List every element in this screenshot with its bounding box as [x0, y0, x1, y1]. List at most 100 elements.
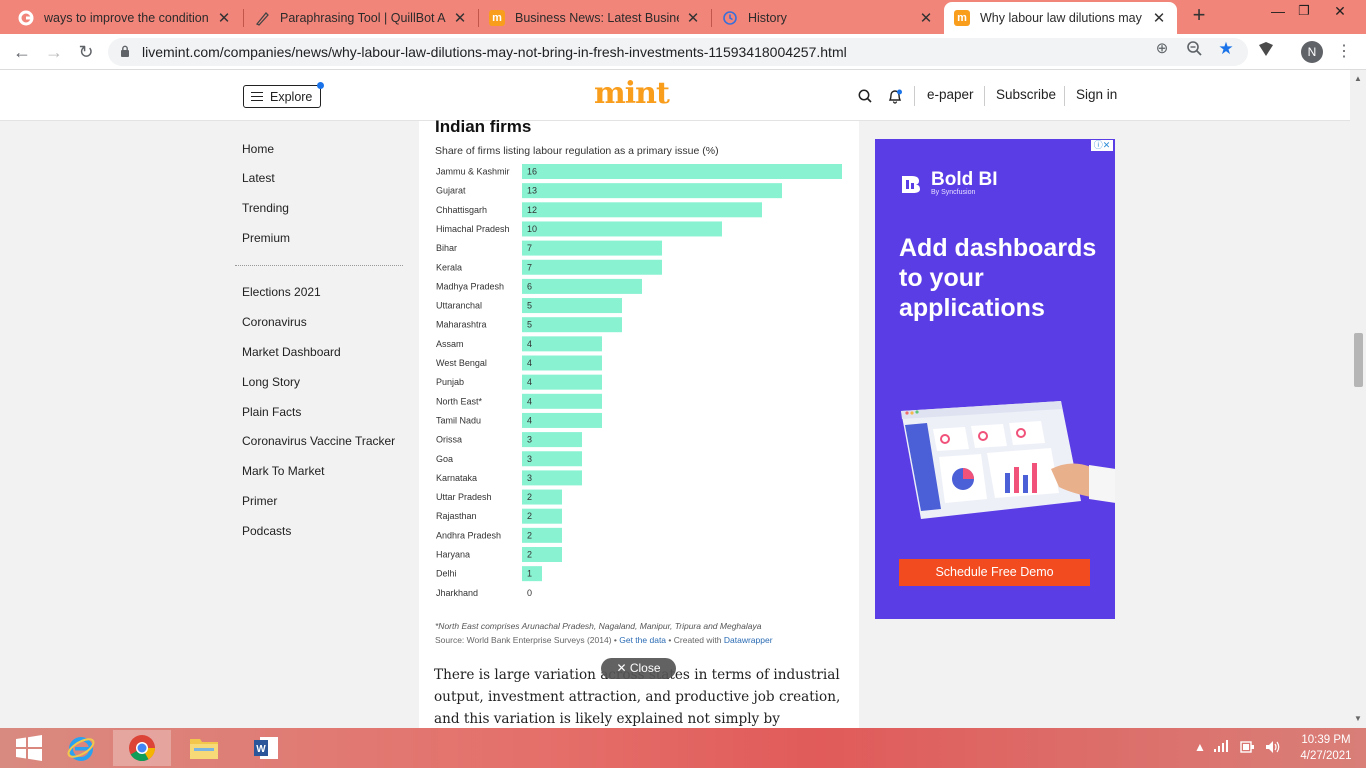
word-taskbar[interactable]: W	[237, 730, 295, 766]
value-label: 4	[527, 396, 532, 406]
category-label: Orissa	[436, 435, 462, 445]
bell-icon[interactable]	[887, 88, 903, 104]
close-icon[interactable]: ✕	[1152, 10, 1166, 27]
nav-item-podcasts[interactable]: Podcasts	[242, 524, 292, 538]
ad-brand: Bold BI By Syncfusion	[899, 170, 998, 196]
close-icon[interactable]: ✕	[919, 10, 933, 27]
get-data-link[interactable]: Get the data	[619, 635, 667, 645]
mint-logo[interactable]: mint	[594, 76, 670, 111]
add-icon[interactable]: ⊕	[1155, 40, 1169, 57]
boldbi-logo-icon	[902, 175, 920, 193]
notification-dot	[317, 82, 324, 89]
value-label: 3	[527, 454, 532, 464]
close-window-button[interactable]: ✕	[1334, 3, 1346, 19]
chart-bar	[522, 547, 562, 562]
nav-item-elections-2021[interactable]: Elections 2021	[242, 285, 321, 299]
file-explorer-taskbar[interactable]	[175, 730, 233, 766]
nav-item-mark-to-market[interactable]: Mark To Market	[242, 464, 325, 478]
value-label: 4	[527, 358, 532, 368]
explore-label: Explore	[270, 89, 313, 104]
category-label: Andhra Pradesh	[436, 530, 501, 540]
system-clock[interactable]: 10:39 PM 4/27/2021	[1296, 732, 1356, 764]
category-label: North East*	[436, 396, 483, 406]
close-icon[interactable]: ✕	[453, 10, 467, 27]
advertisement[interactable]: ⓘ✕ Bold BI By Syncfusion Add dashboards …	[875, 139, 1115, 619]
value-label: 4	[527, 415, 532, 425]
nav-item-plain-facts[interactable]: Plain Facts	[242, 405, 302, 419]
page-scrollbar[interactable]: ▲ ▼	[1350, 70, 1366, 728]
close-icon[interactable]: ✕	[686, 10, 700, 27]
nav-item-long-story[interactable]: Long Story	[242, 375, 301, 389]
category-label: Tamil Nadu	[436, 415, 481, 425]
nav-item-home[interactable]: Home	[242, 142, 275, 156]
tab-quillbot[interactable]: Paraphrasing Tool | QuillBot AI ✕	[244, 2, 478, 34]
zoom-out-icon[interactable]	[1185, 40, 1203, 58]
nav-item-primer[interactable]: Primer	[242, 494, 278, 508]
value-label: 6	[527, 281, 532, 291]
maximize-window-button[interactable]: ❐	[1298, 3, 1310, 18]
tab-title: History	[748, 11, 787, 25]
chrome-icon	[129, 735, 156, 762]
forward-button[interactable]: →	[45, 42, 63, 62]
explore-button[interactable]: Explore	[243, 82, 324, 108]
epaper-link[interactable]: e-paper	[927, 87, 974, 102]
browser-menu-icon[interactable]: ⋮	[1336, 43, 1352, 60]
nav-item-premium[interactable]: Premium	[242, 231, 291, 245]
category-label: Himachal Pradesh	[436, 224, 510, 234]
extension-icon[interactable]	[1257, 40, 1275, 58]
profile-avatar[interactable]: N	[1301, 41, 1323, 63]
new-tab-button[interactable]: +	[1192, 2, 1206, 27]
chart-bar	[522, 355, 602, 371]
datawrapper-link[interactable]: Datawrapper	[723, 635, 773, 645]
nav-item-coronavirus[interactable]: Coronavirus	[242, 315, 307, 329]
close-button[interactable]: ✕ Close	[601, 658, 676, 679]
chrome-taskbar[interactable]	[113, 730, 171, 766]
address-bar[interactable]: livemint.com/companies/news/why-labour-l…	[108, 38, 1248, 66]
tab-google-search[interactable]: ways to improve the condition o ✕	[8, 2, 242, 34]
value-label: 3	[527, 435, 532, 445]
scroll-down-icon[interactable]: ▼	[1354, 714, 1362, 723]
category-label: Uttar Pradesh	[436, 492, 492, 502]
sign-in-link[interactable]: Sign in	[1076, 87, 1118, 102]
back-button[interactable]: ←	[13, 42, 31, 62]
ad-headline: Add dashboards to your applications	[899, 234, 1097, 322]
star-bookmark-icon[interactable]: ★	[1218, 39, 1234, 58]
start-button[interactable]	[0, 730, 58, 766]
created-with-text: • Created with	[668, 635, 722, 645]
category-label: Jammu & Kashmir	[436, 167, 510, 177]
chart-bar	[522, 183, 782, 199]
search-icon[interactable]	[858, 89, 872, 103]
ad-brand-sub: By Syncfusion	[931, 189, 976, 196]
value-label: 0	[527, 588, 532, 598]
value-label: 5	[527, 320, 532, 330]
chart-bar	[522, 566, 542, 582]
reload-button[interactable]: ↻	[78, 42, 94, 62]
battery-icon[interactable]	[1240, 740, 1256, 757]
network-icon[interactable]	[1214, 740, 1230, 755]
scroll-up-icon[interactable]: ▲	[1354, 74, 1362, 83]
category-label: Punjab	[436, 377, 464, 387]
nav-item-vaccine-tracker[interactable]: Coronavirus Vaccine Tracker	[242, 434, 396, 448]
dashboard-illustration	[901, 401, 1115, 519]
chart-bar	[522, 164, 842, 179]
chart-bar	[522, 259, 662, 275]
source-text: Source: World Bank Enterprise Surveys (2…	[435, 635, 617, 645]
minimize-window-button[interactable]: —	[1271, 3, 1285, 19]
nav-item-market-dashboard[interactable]: Market Dashboard	[242, 345, 341, 359]
subscribe-link[interactable]: Subscribe	[996, 87, 1057, 102]
scrollbar-thumb[interactable]	[1354, 333, 1363, 387]
nav-item-trending[interactable]: Trending	[242, 201, 289, 215]
internet-explorer-taskbar[interactable]	[52, 730, 110, 766]
category-label: Madhya Pradesh	[436, 281, 504, 291]
value-label: 2	[527, 492, 532, 502]
ad-info-icon[interactable]: ⓘ✕	[1091, 140, 1113, 151]
volume-icon[interactable]	[1265, 740, 1281, 757]
tab-active-labour-law[interactable]: m Why labour law dilutions may no ✕	[944, 2, 1177, 34]
tab-business-news[interactable]: m Business News: Latest Business N ✕	[479, 2, 711, 34]
tab-history[interactable]: History ✕	[712, 2, 944, 34]
schedule-demo-button[interactable]: Schedule Free Demo	[899, 559, 1090, 586]
clock-time: 10:39 PM	[1301, 734, 1351, 746]
close-icon[interactable]: ✕	[217, 10, 231, 27]
nav-item-latest[interactable]: Latest	[242, 171, 275, 185]
show-hidden-icons[interactable]: ▲	[1194, 740, 1206, 754]
